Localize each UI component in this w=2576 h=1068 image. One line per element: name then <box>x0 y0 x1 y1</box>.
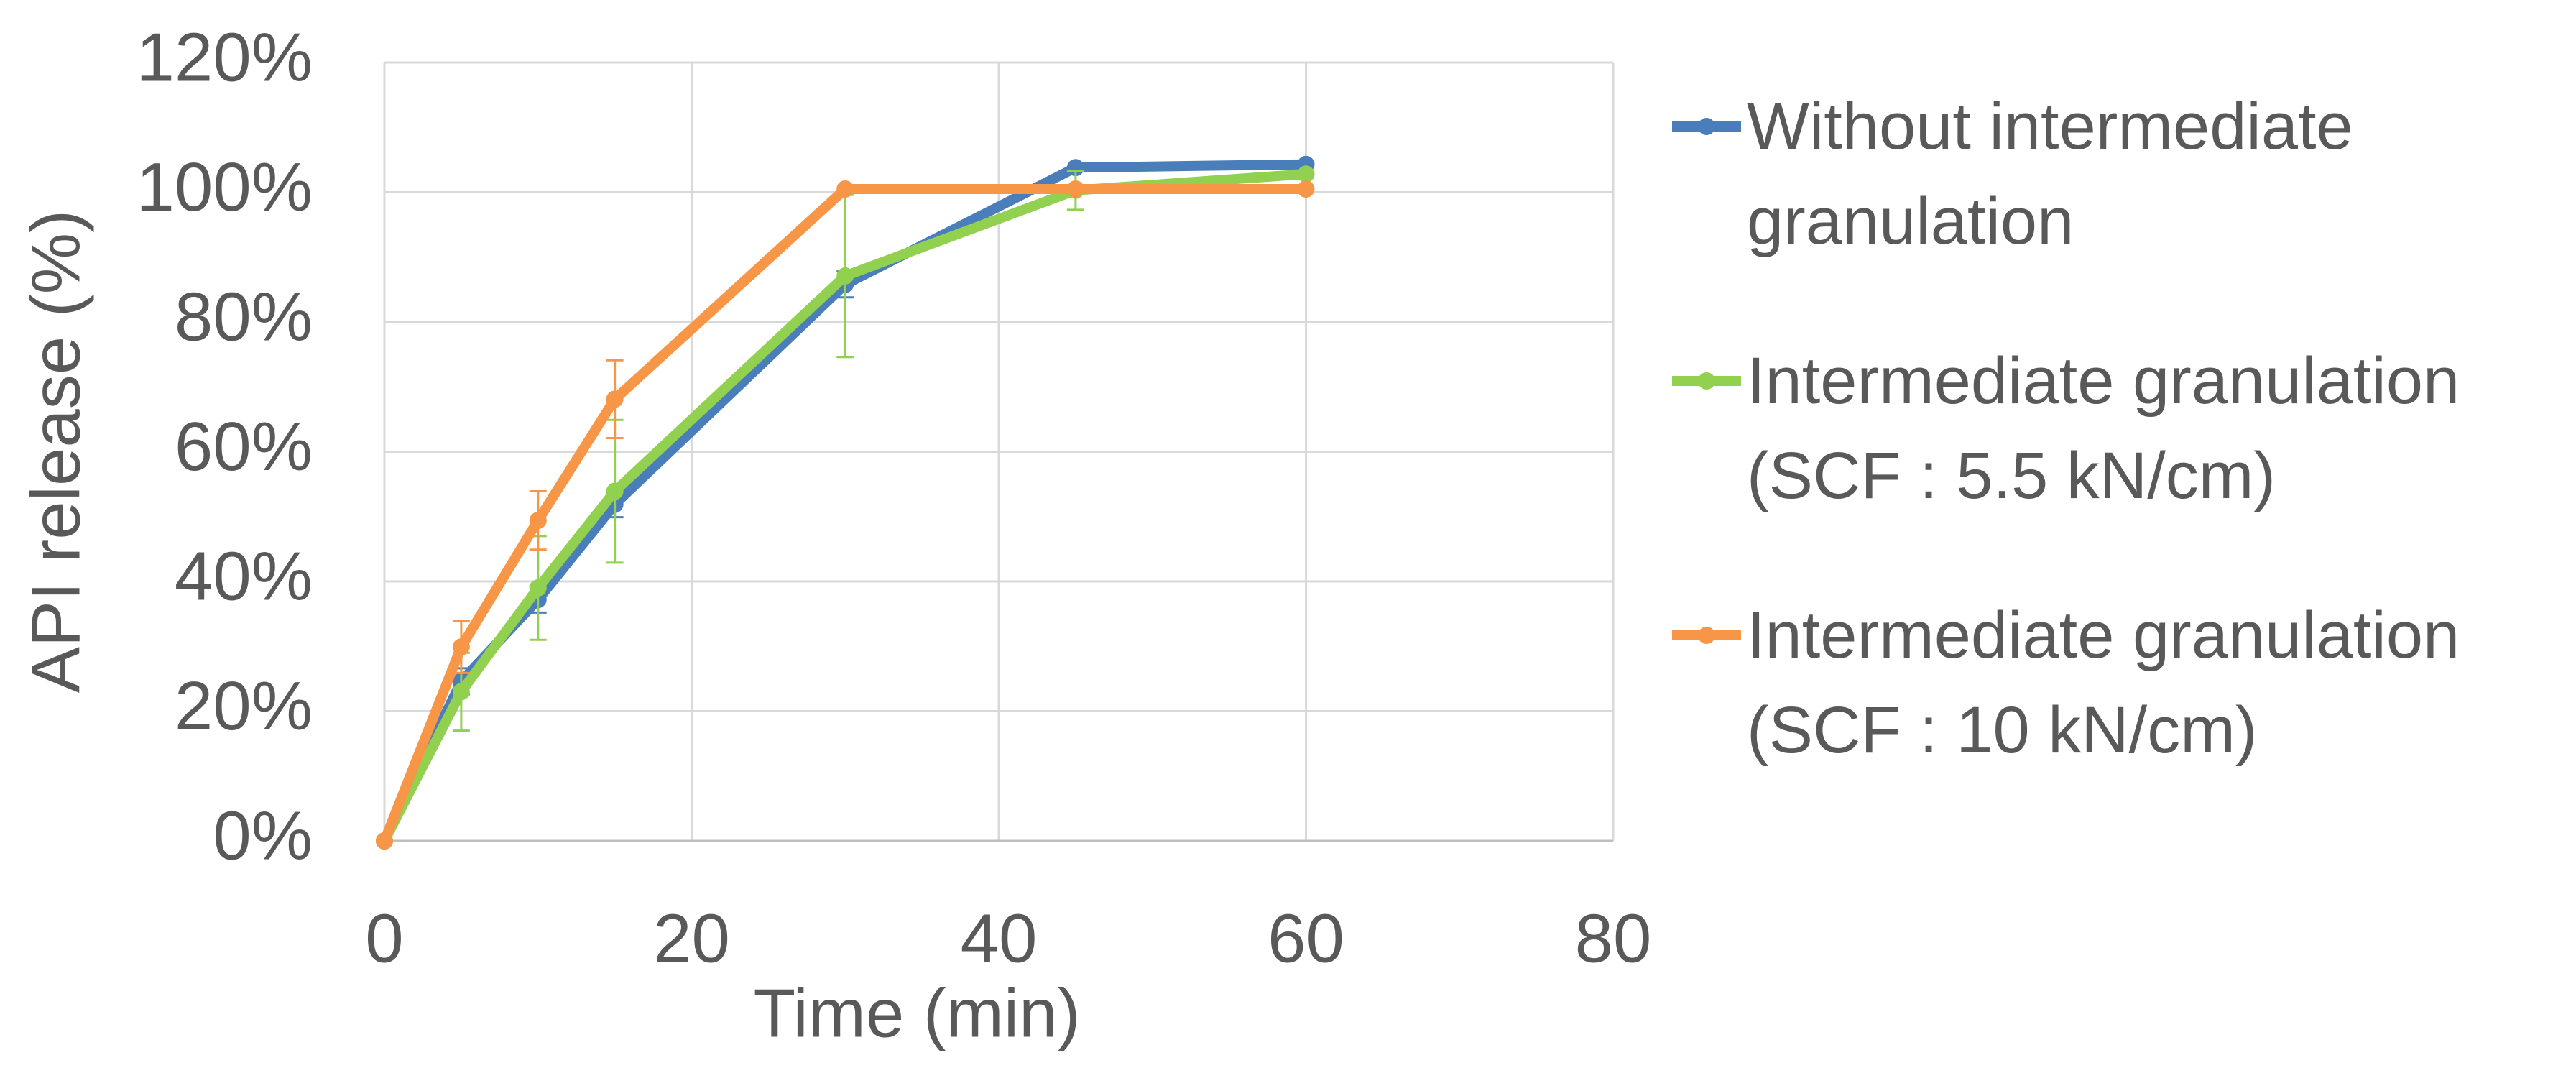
legend-label: Without intermediate granulation <box>1747 90 2353 258</box>
data-point <box>452 683 470 701</box>
y-axis-title: API release (%) <box>17 210 94 693</box>
x-tick-label: 60 <box>1268 900 1344 977</box>
legend-label: Intermediate granulation (SCF : 5.5 kN/c… <box>1747 344 2460 512</box>
y-tick-label: 60% <box>175 408 313 485</box>
data-point <box>836 180 854 198</box>
legend: Without intermediate granulation Intermed… <box>1672 79 2563 842</box>
legend-line <box>1672 118 1741 135</box>
data-point <box>1066 180 1084 198</box>
y-tick-label: 20% <box>175 668 313 745</box>
legend-entry: Intermediate granulation (SCF : 5.5 kN/c… <box>1672 333 2563 523</box>
legend-label: Intermediate granulation (SCF : 10 kN/cm… <box>1747 599 2460 767</box>
legend-entry: Without intermediate granulation <box>1672 79 2563 269</box>
x-tick-label: 0 <box>365 900 403 977</box>
x-axis-title: Time (min) <box>753 975 1080 1051</box>
data-point <box>529 512 547 530</box>
data-point <box>376 832 393 850</box>
legend-swatch <box>1672 79 1741 172</box>
y-tick-label: 120% <box>136 19 313 96</box>
data-point <box>606 390 624 408</box>
y-tick-label: 80% <box>175 278 313 355</box>
legend-line <box>1672 372 1741 390</box>
data-point <box>836 267 854 285</box>
x-tick-label: 40 <box>961 900 1038 977</box>
data-point <box>606 482 624 500</box>
data-point <box>452 638 470 656</box>
x-tick-label: 20 <box>653 900 730 977</box>
data-point <box>529 579 547 597</box>
y-tick-label: 100% <box>136 149 313 226</box>
x-tick-label: 80 <box>1575 900 1652 977</box>
legend-swatch <box>1672 588 1741 681</box>
data-point <box>1297 165 1315 183</box>
legend-line <box>1672 627 1741 644</box>
legend-entry: Intermediate granulation (SCF : 10 kN/cm… <box>1672 588 2563 778</box>
data-point <box>1297 180 1315 198</box>
y-tick-label: 0% <box>213 797 313 874</box>
legend-swatch <box>1672 333 1741 427</box>
y-tick-label: 40% <box>175 538 313 614</box>
